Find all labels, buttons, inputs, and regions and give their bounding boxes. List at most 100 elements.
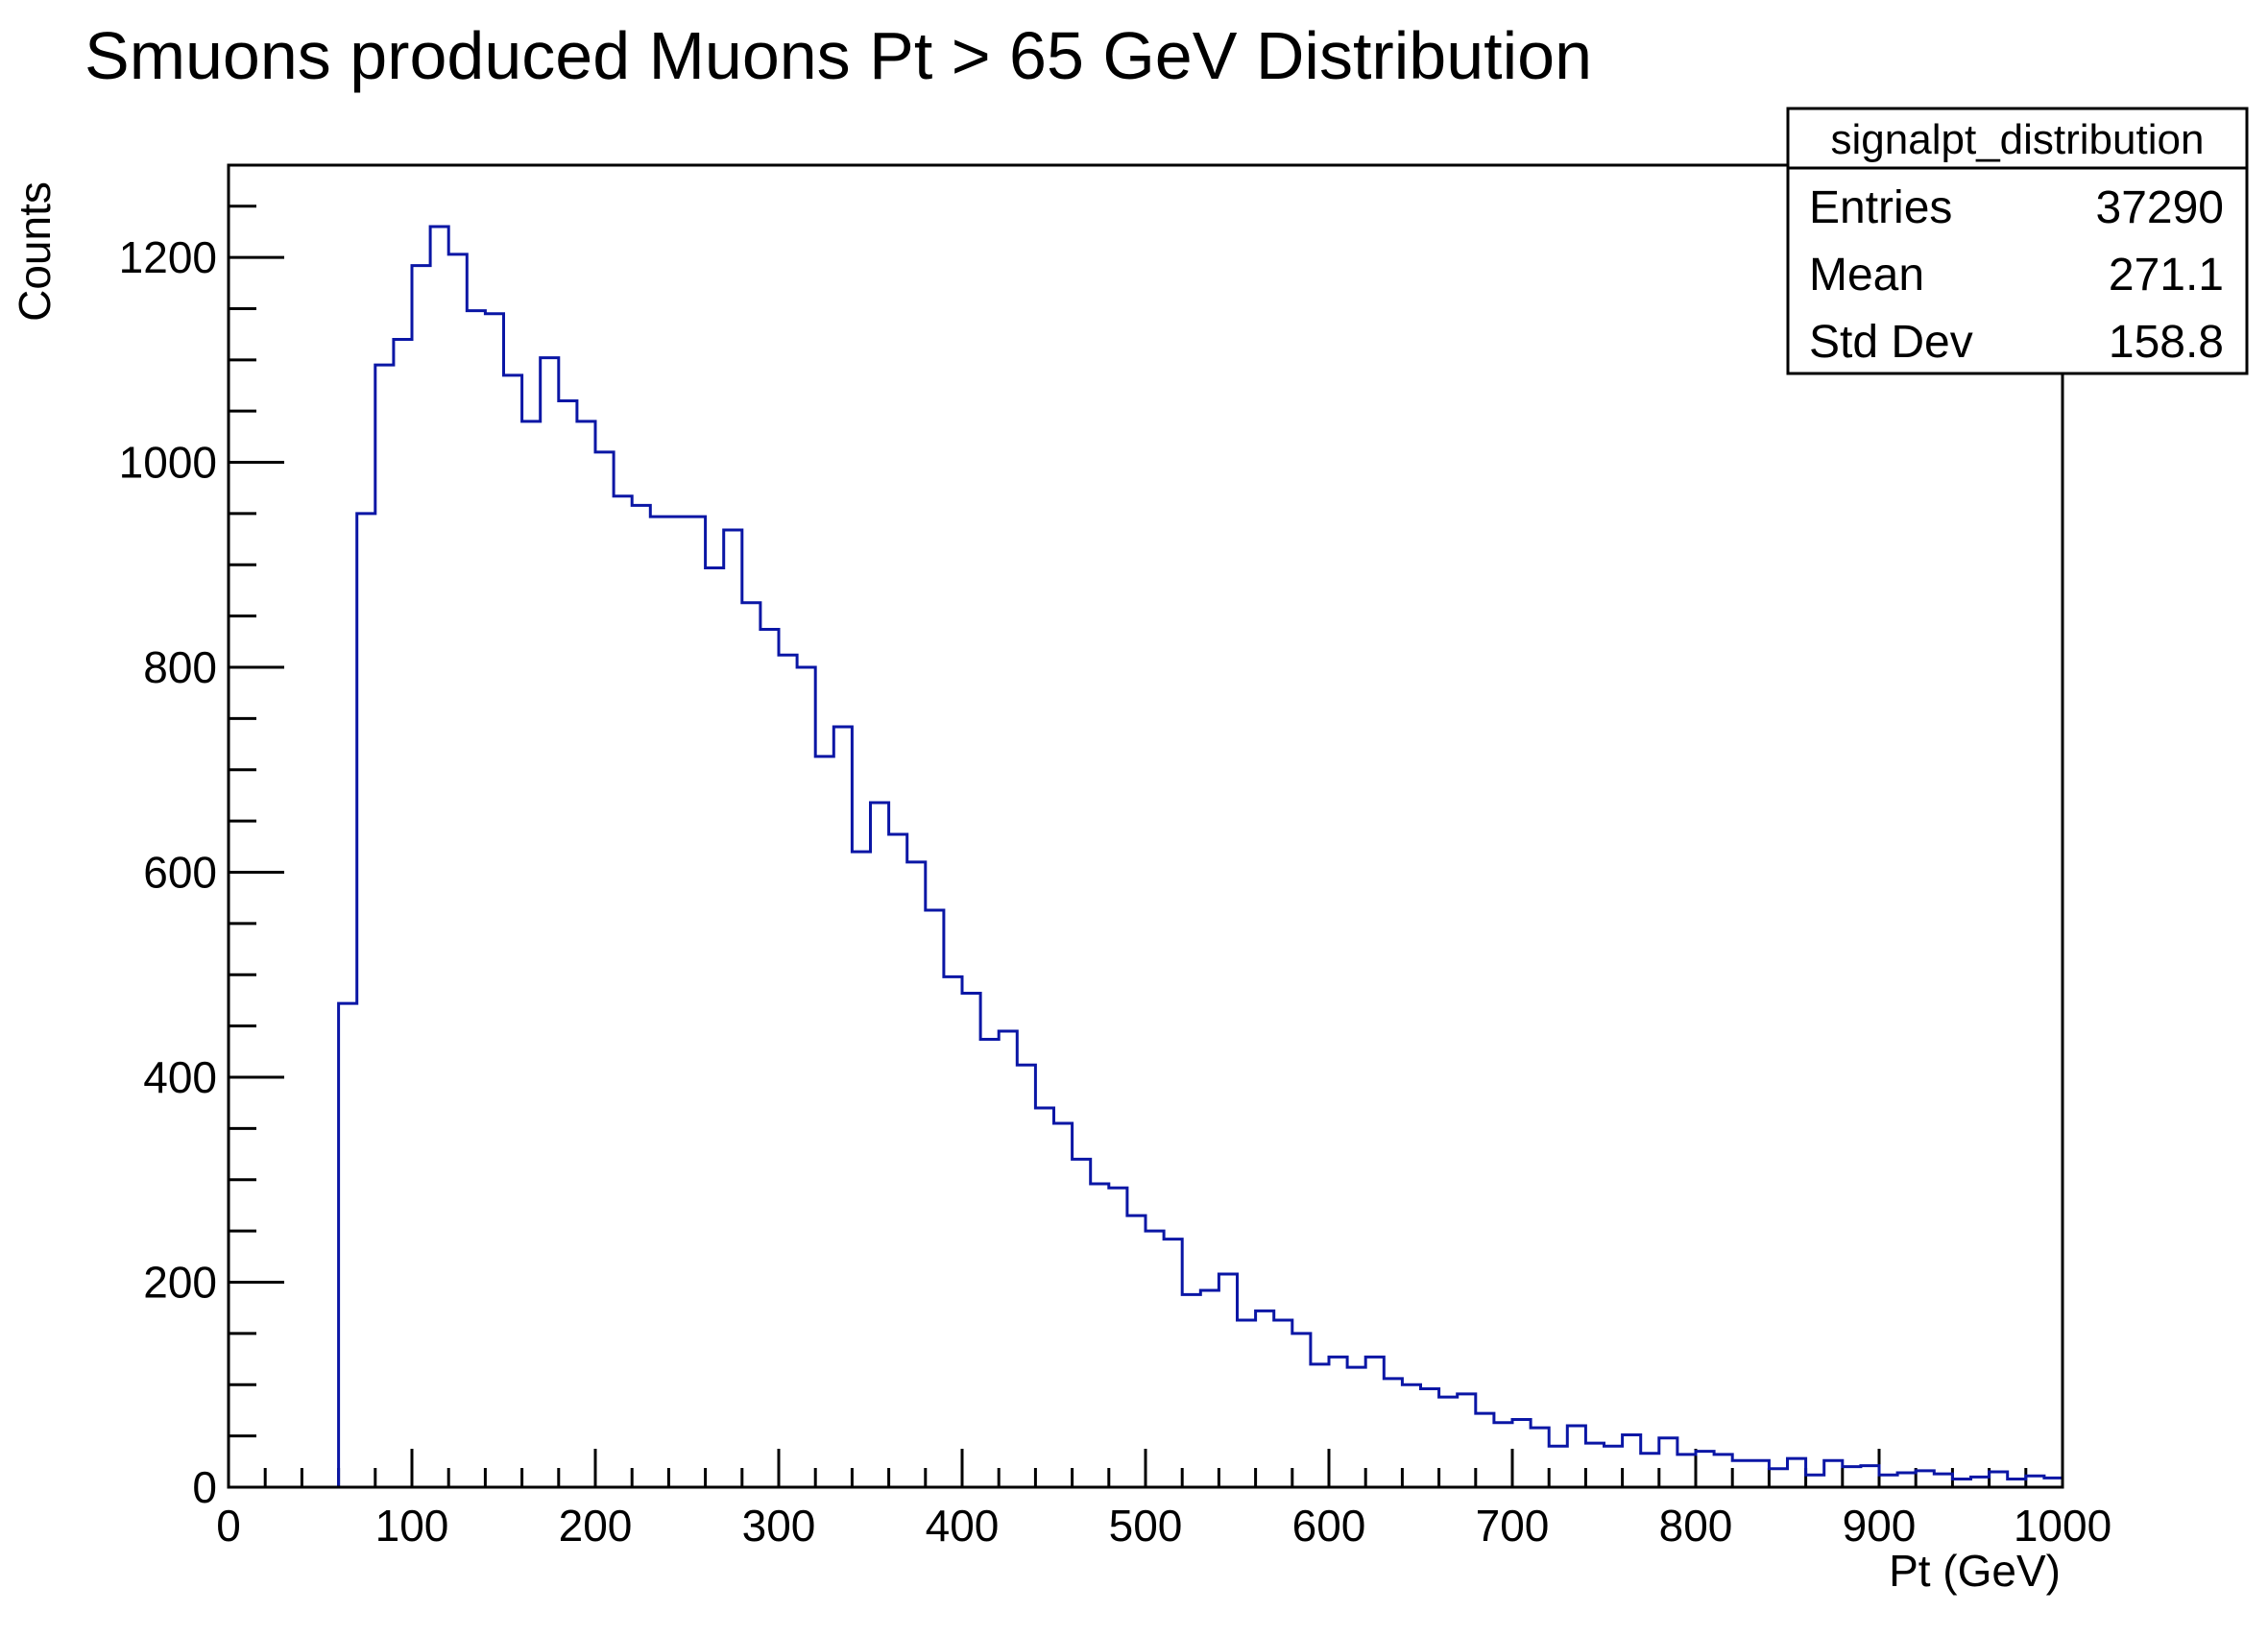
histogram-bin xyxy=(577,421,595,1487)
histogram-bin xyxy=(1641,1454,1659,1487)
histogram-bin xyxy=(1073,1159,1091,1487)
histogram-bin xyxy=(1990,1472,2008,1487)
histogram-bin xyxy=(779,655,797,1487)
y-tick-label: 800 xyxy=(143,642,217,692)
histogram-bin xyxy=(1677,1455,1696,1487)
histogram-bin xyxy=(1604,1446,1623,1487)
chart-title: Smuons produced Muons Pt > 65 GeV Distri… xyxy=(84,18,1592,93)
histogram-bin xyxy=(944,976,962,1487)
stats-box: signalpt_distribution Entries 37290 Mean… xyxy=(1786,107,2249,375)
histogram-bin xyxy=(504,375,522,1487)
histogram-bin xyxy=(522,421,541,1487)
histogram-bin xyxy=(1916,1471,1934,1487)
histogram-bin xyxy=(1256,1311,1274,1487)
stats-stddev-value: 158.8 xyxy=(2109,317,2224,368)
x-tick-label: 400 xyxy=(926,1501,1000,1551)
histogram-bin xyxy=(632,505,650,1487)
histogram-bin xyxy=(1402,1384,1420,1487)
histogram-bin xyxy=(394,339,412,1487)
histogram-bin xyxy=(1439,1397,1458,1487)
histogram-bin xyxy=(541,358,559,1487)
x-tick-label: 0 xyxy=(216,1501,241,1551)
y-tick-labels: 0 200 400 600 800 1000 1200 xyxy=(119,232,217,1512)
histogram-bin xyxy=(1585,1443,1604,1487)
histogram-bin xyxy=(980,1040,999,1487)
histogram-bin xyxy=(1238,1320,1256,1487)
histogram-bin xyxy=(2026,1476,2044,1487)
histogram-bin xyxy=(412,266,430,1487)
stats-mean-label: Mean xyxy=(1809,250,1924,301)
histogram-bin xyxy=(1311,1364,1329,1487)
histogram-bin xyxy=(724,530,742,1487)
histogram-bin xyxy=(1421,1389,1439,1487)
y-tick-label: 600 xyxy=(143,848,217,898)
histogram-outline xyxy=(337,225,2063,1487)
x-tick-label: 900 xyxy=(1843,1501,1917,1551)
y-tick-label: 0 xyxy=(192,1462,217,1512)
histogram-bin xyxy=(668,517,687,1487)
histogram-bin xyxy=(688,517,706,1487)
histogram-bin xyxy=(815,757,833,1487)
x-axis-label: Pt (GeV) xyxy=(1889,1546,2061,1596)
histogram-bin xyxy=(833,727,852,1487)
histogram-bin xyxy=(889,834,907,1487)
histogram-bin xyxy=(797,667,815,1487)
histogram-bin xyxy=(1549,1446,1567,1487)
histogram-bin xyxy=(1458,1394,1476,1487)
histogram-bin xyxy=(1750,1460,1769,1487)
x-tick-labels: 0 100 200 300 400 500 600 700 800 900 1000 xyxy=(216,1501,2111,1551)
stats-mean-value: 271.1 xyxy=(2109,250,2224,301)
histogram-bin xyxy=(1054,1123,1073,1487)
histogram-bin xyxy=(1861,1466,1879,1487)
histogram-bin xyxy=(1164,1239,1182,1487)
histogram-bin xyxy=(1897,1473,1916,1487)
y-tick-label: 1000 xyxy=(119,438,217,488)
histogram-bin xyxy=(1146,1231,1164,1487)
histogram-bin xyxy=(1494,1423,1512,1487)
histogram-bin xyxy=(1769,1469,1787,1487)
y-tick-label: 1200 xyxy=(119,232,217,282)
histogram-bin xyxy=(1200,1290,1218,1487)
histogram-bin xyxy=(595,452,614,1487)
histogram-bin xyxy=(1714,1455,1732,1487)
histogram-bin xyxy=(1806,1475,1824,1487)
histogram-bin xyxy=(1512,1420,1531,1487)
histogram-bin xyxy=(852,852,870,1487)
histogram-bin xyxy=(1824,1460,1843,1487)
histogram-bin xyxy=(1182,1294,1200,1487)
histogram-bin xyxy=(1567,1426,1585,1487)
histogram-bin xyxy=(1365,1357,1384,1487)
x-tick-label: 700 xyxy=(1476,1501,1550,1551)
x-tick-label: 500 xyxy=(1109,1501,1183,1551)
histogram-bins xyxy=(339,227,2063,1487)
histogram-bin xyxy=(430,227,448,1487)
x-tick-label: 200 xyxy=(559,1501,633,1551)
histogram-bin xyxy=(1329,1357,1347,1487)
histogram-bin xyxy=(962,993,980,1487)
histogram-bin xyxy=(650,517,668,1487)
x-tick-label: 800 xyxy=(1659,1501,1733,1551)
histogram-bin xyxy=(1659,1438,1677,1487)
histogram-bin xyxy=(614,496,632,1487)
histogram-bin xyxy=(1218,1274,1237,1487)
histogram-bin xyxy=(1623,1435,1641,1487)
histogram-bin xyxy=(871,803,889,1487)
histogram-bin xyxy=(1109,1188,1127,1487)
histogram-bin xyxy=(559,401,577,1487)
histogram-bin xyxy=(1017,1065,1035,1487)
histogram-bin xyxy=(375,365,394,1487)
x-tick-label: 100 xyxy=(375,1501,449,1551)
histogram-bin xyxy=(339,1003,357,1487)
histogram-bin xyxy=(1843,1467,1861,1487)
histogram-bin xyxy=(1384,1379,1402,1487)
histogram-bin xyxy=(448,254,467,1487)
histogram-bin xyxy=(357,514,375,1487)
histogram-bin xyxy=(1934,1474,1952,1487)
histogram-bin xyxy=(1035,1108,1053,1487)
histogram-bin xyxy=(907,862,926,1487)
histogram-bin xyxy=(999,1031,1017,1487)
histogram-bin xyxy=(1091,1184,1109,1487)
histogram-bin xyxy=(1971,1477,1990,1487)
x-tick-label: 600 xyxy=(1292,1501,1366,1551)
